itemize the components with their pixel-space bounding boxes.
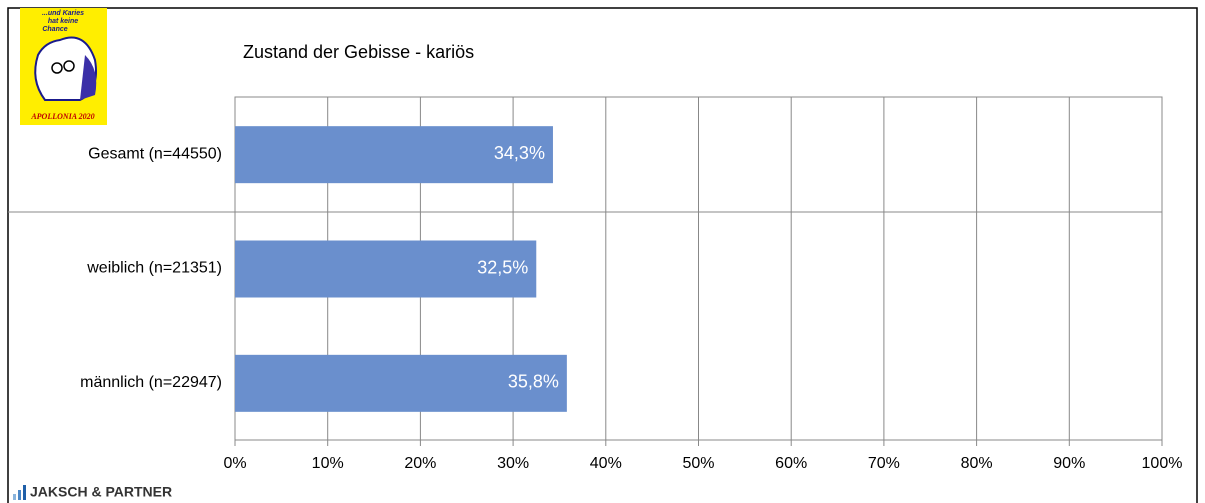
logo-eye [51,62,63,74]
logo: ...und Karies hat keine Chance APOLLONIA… [20,8,107,125]
logo-slogan: ...und Karies [42,10,84,17]
logo-shade [80,55,97,100]
x-tick-label: 100% [1142,455,1183,472]
x-tick-label: 40% [590,455,622,472]
logo-slogan: hat keine [48,18,78,25]
logo-slogan: Chance [42,26,67,33]
footer-logo: JAKSCH & PARTNER [13,484,172,500]
y-tick-label: männlich (n=22947) [80,374,222,391]
x-tick-label: 70% [868,455,900,472]
frame [7,7,1198,503]
logo-eye [63,60,75,72]
bar [235,126,553,184]
x-tick-label: 30% [497,455,529,472]
x-tick-label: 80% [961,455,993,472]
logo-bar [13,494,16,500]
value-label: 32,5% [477,257,528,277]
x-tick-label: 90% [1053,455,1085,472]
y-tick-label: weiblich (n=21351) [86,260,222,277]
x-tick-label: 50% [682,455,714,472]
value-label: 35,8% [508,372,559,392]
y-tick-label: Gesamt (n=44550) [88,145,222,162]
logo-bar [18,490,21,500]
x-tick-label: 60% [775,455,807,472]
x-tick-label: 0% [223,455,246,472]
logo-bar [23,485,26,500]
x-tick-label: 10% [312,455,344,472]
bar [235,240,537,298]
logo-name: APOLLONIA 2020 [30,112,94,121]
chart-title: Zustand der Gebisse - kariös [243,42,474,62]
value-label: 34,3% [494,143,545,163]
footer-company: JAKSCH & PARTNER [30,484,172,500]
x-tick-label: 20% [404,455,436,472]
bar [235,354,567,412]
